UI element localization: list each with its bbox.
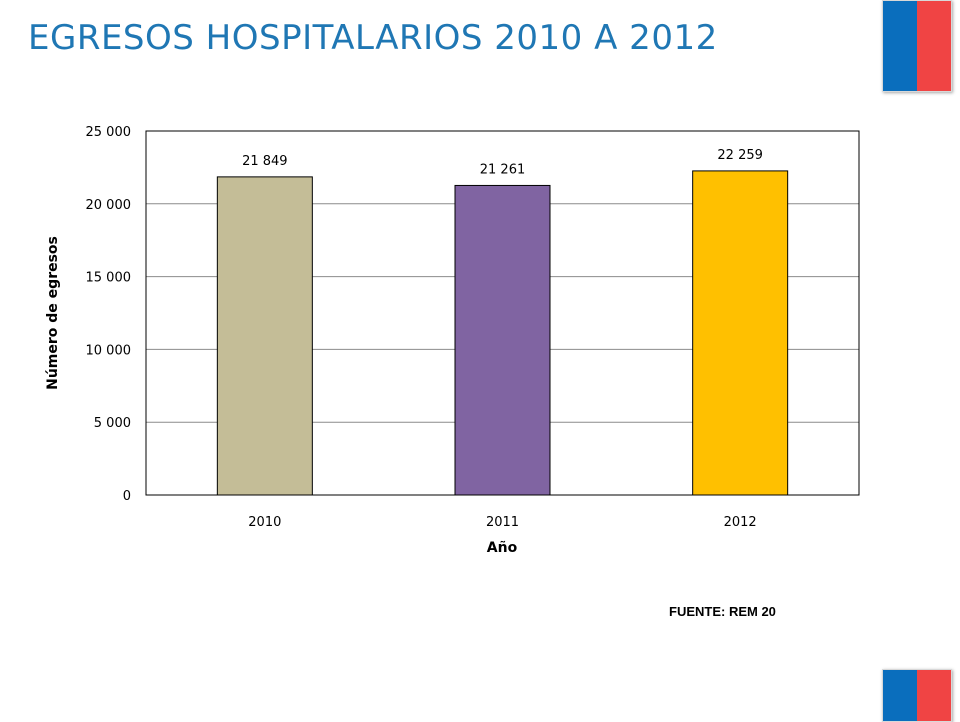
x-tick-label: 2011 [486, 515, 519, 530]
y-tick-label: 0 [123, 489, 131, 504]
source-note: FUENTE: REM 20 [669, 604, 776, 619]
y-tick-label: 15 000 [86, 271, 132, 286]
y-tick-label: 20 000 [86, 198, 132, 213]
y-axis-label: Número de egresos [45, 236, 61, 390]
flag-red-stripe [917, 670, 951, 721]
y-tick-labels: 0 5 000 10 000 15 000 20 000 25 000 [86, 125, 132, 504]
flag-blue-stripe [883, 1, 917, 91]
flag-red-stripe [917, 1, 951, 91]
data-label-2011: 21 261 [480, 162, 526, 177]
bar-2012 [692, 170, 789, 496]
x-axis-label: Año [487, 540, 518, 556]
bar-2010 [216, 176, 313, 496]
y-tick-label: 25 000 [86, 125, 132, 140]
y-tick-label: 5 000 [94, 416, 131, 431]
flag-top-right [882, 0, 952, 92]
bars [216, 170, 789, 496]
data-label-2012: 22 259 [717, 148, 763, 163]
slide-title: EGRESOS HOSPITALARIOS 2010 A 2012 [28, 18, 718, 58]
x-tick-label: 2010 [248, 515, 281, 530]
data-labels: 21 849 21 261 22 259 [242, 148, 763, 178]
bar-2011 [454, 184, 551, 496]
y-tick-label: 10 000 [86, 343, 132, 358]
data-label-2010: 21 849 [242, 154, 288, 169]
flag-bottom-right [882, 669, 952, 722]
flag-blue-stripe [883, 670, 917, 721]
x-tick-labels: 2010 2011 2012 [248, 515, 756, 530]
x-tick-label: 2012 [724, 515, 757, 530]
